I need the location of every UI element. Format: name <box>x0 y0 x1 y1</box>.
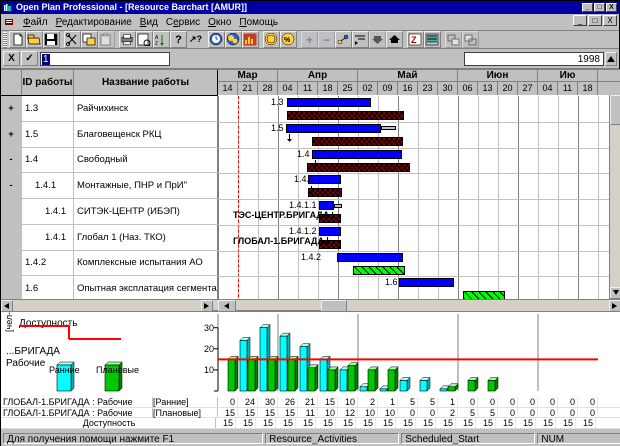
svg-text:Z: Z <box>411 35 417 45</box>
svg-text:%: % <box>284 37 291 44</box>
svg-text:Z: Z <box>155 41 158 46</box>
